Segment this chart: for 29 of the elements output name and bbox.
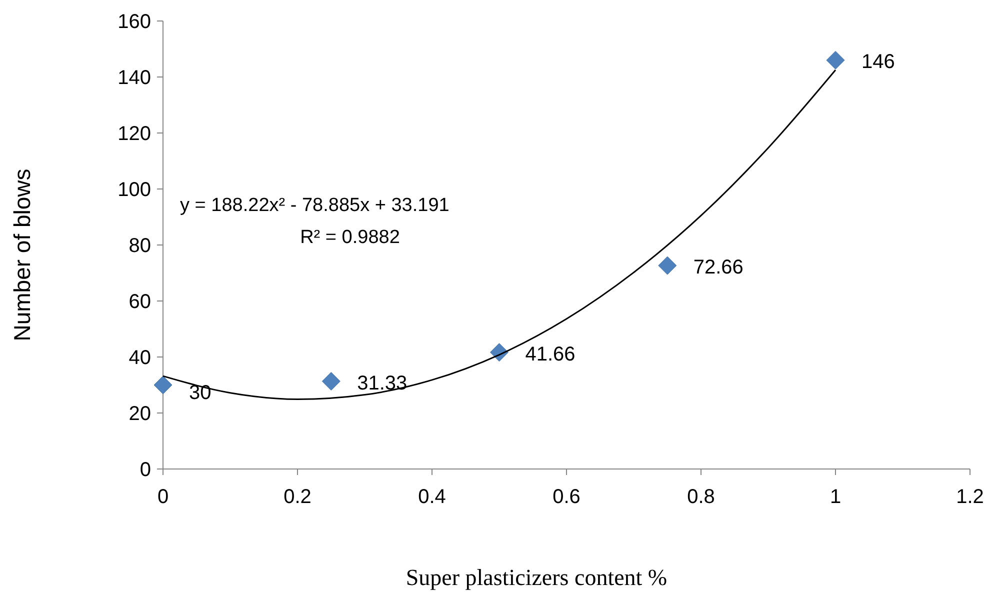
point [826,50,845,70]
y-tick-label: 100 [118,179,151,201]
x-tick-label: 0.2 [284,486,312,508]
y-tick-label: 80 [128,235,151,257]
data-label: 31.33 [357,372,408,394]
annotation: y = 188.22x² - 78.885x + 33.191 [180,195,450,216]
y-tick-label: 40 [128,347,151,369]
y-axis-title: Number of blows [9,168,35,342]
point [154,376,172,394]
data-label: 30 [189,382,212,404]
y-tick-label: 120 [118,123,151,145]
x-axis-title: Super plasticizers content % [406,565,668,590]
x-tick-label: 0.8 [687,486,715,508]
annotation: R² = 0.9882 [300,227,400,248]
y-tick-label: 140 [118,67,151,89]
x-tick-label: 0.6 [552,486,580,508]
y-tick-label: 20 [128,403,151,425]
point [658,256,677,275]
x-tick-label: 0.4 [418,486,446,508]
x-tick-label: 1.2 [956,486,984,508]
data-label: 72.66 [693,256,744,279]
x-tick-label: 1 [830,486,842,508]
y-tick-label: 60 [128,291,151,313]
point [322,372,340,391]
data-label: 146 [862,51,895,74]
x-tick-label: 0 [157,486,169,508]
y-tick-label: 0 [140,459,151,481]
data-label: 41.66 [525,343,576,366]
y-tick-label: 160 [118,11,151,33]
